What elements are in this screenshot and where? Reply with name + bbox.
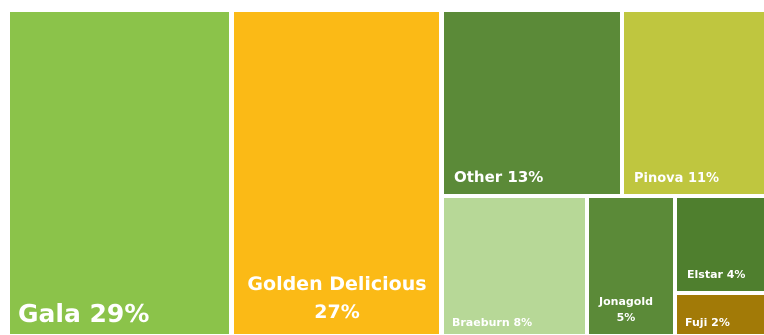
treemap-label-golden-delicious: Golden Delicious 27% (247, 273, 426, 323)
treemap-label-other: Other 13% (454, 168, 543, 186)
treemap-tile-braeburn (444, 198, 585, 334)
treemap-tile-gala (10, 12, 229, 334)
treemap-tile-other (444, 12, 620, 194)
treemap-label-fuji: Fuji 2% (685, 316, 730, 329)
treemap-tile-jonagold (589, 198, 673, 334)
treemap-tile-pinova (624, 12, 764, 194)
treemap-tile-fuji (677, 295, 764, 334)
treemap-label-braeburn: Braeburn 8% (452, 316, 532, 329)
treemap-tile-elstar (677, 198, 764, 291)
treemap-label-pinova: Pinova 11% (634, 171, 719, 186)
treemap-label-elstar: Elstar 4% (687, 268, 745, 281)
treemap-tile-golden-delicious (234, 12, 439, 334)
treemap-label-gala: Gala 29% (18, 299, 149, 328)
treemap-label-jonagold: Jonagold 5% (598, 295, 653, 324)
